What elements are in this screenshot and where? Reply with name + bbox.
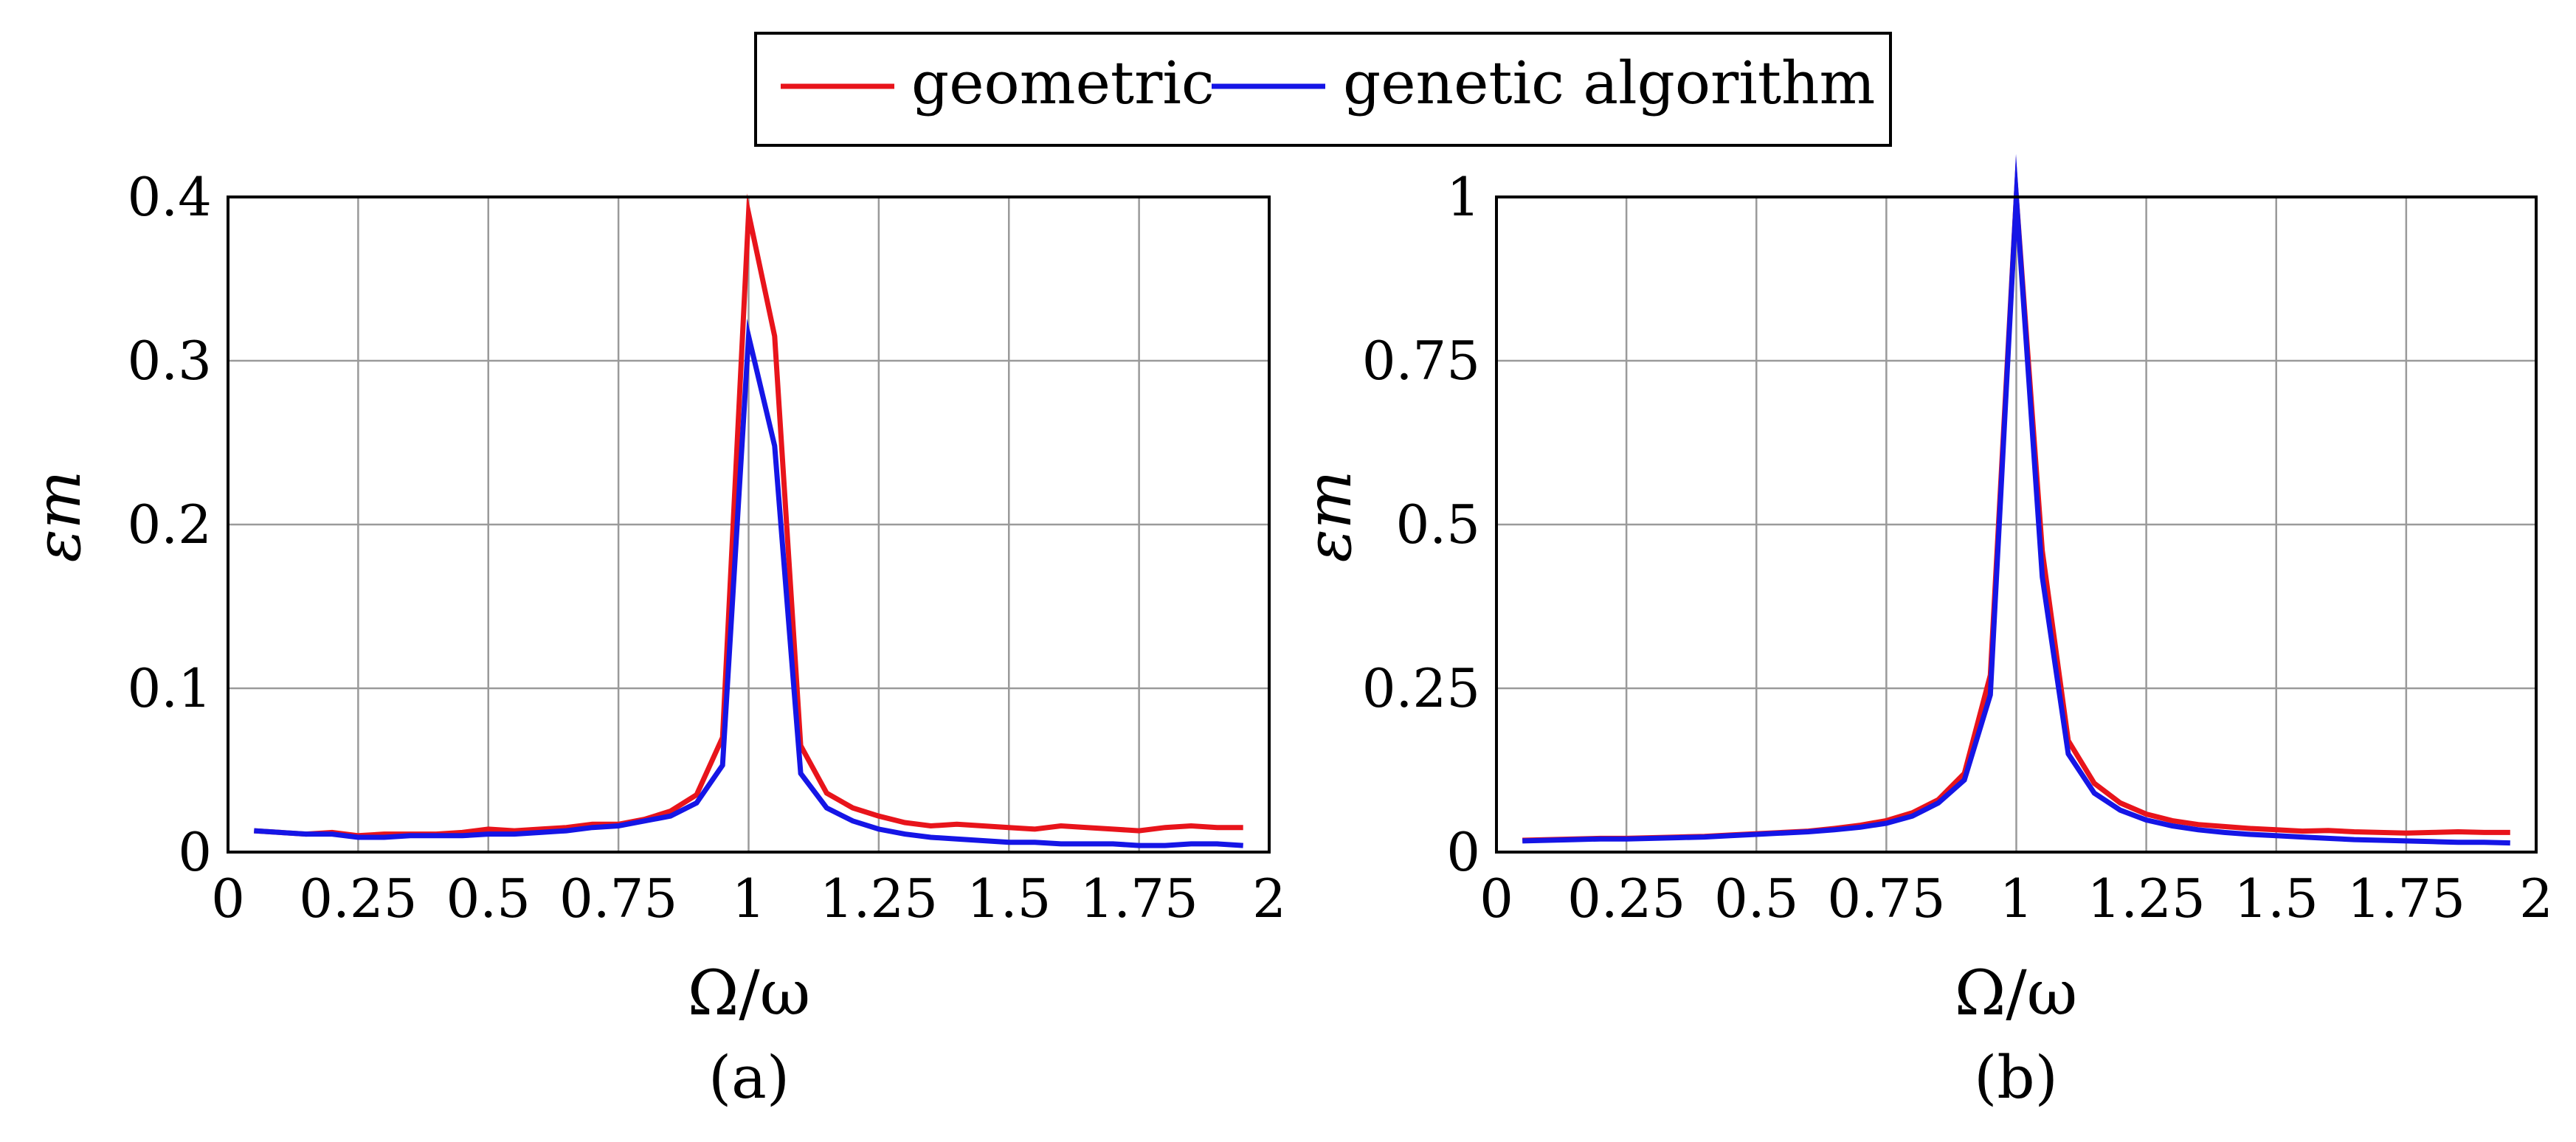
chart-panel-b: 0 0.25 0.5 0.75 1 1.25 1.5 1.75 2 00.250.50.751 …: [1293, 153, 2553, 1112]
x-tick-label: 1.75: [2347, 868, 2465, 930]
y-axis-label-a: εm: [22, 471, 94, 563]
y-tick-label: 1: [1446, 166, 1480, 228]
y-axis-label-b: εm: [1293, 471, 1365, 563]
x-tick-label: 0.25: [1567, 868, 1685, 930]
legend: geometric genetic algorithm: [754, 32, 1892, 147]
y-tick-label: 0: [1446, 821, 1480, 883]
y-tick-label: 0.1: [127, 657, 212, 719]
x-tick-label: 0: [211, 868, 245, 930]
y-ticks-a: 0 0.1 0.2 0.3 0.4: [127, 166, 212, 883]
series-line-genetic-algorithm-a: [254, 318, 1243, 848]
plot-frame-a: [227, 195, 1271, 854]
x-axis-label-b: Ω/ω: [1955, 957, 2077, 1029]
y-tick-label: 0.25: [1362, 657, 1480, 719]
x-ticks-b: 0 0.25 0.5 0.75 1 1.25 1.5 1.75 2: [1479, 868, 2553, 930]
caption-b: (b): [1974, 1043, 2058, 1112]
caption-a: (a): [708, 1043, 790, 1112]
x-tick-label: 1: [2000, 868, 2034, 930]
legend-box: [754, 32, 1892, 147]
x-tick-label: 1.25: [820, 868, 938, 930]
y-tick-label: 0: [178, 821, 212, 883]
x-tick-label: 1.5: [2234, 868, 2318, 930]
y-tick-label: 0.75: [1362, 330, 1480, 392]
chart-panel-a: 0 0.25 0.5 0.75 1 1.25 1.5 1.75 2 00.10.20.30.4 …: [22, 166, 1286, 1112]
x-tick-label: 0.25: [299, 868, 417, 930]
y-tick-label: 0.3: [127, 330, 212, 392]
x-tick-label: 0.75: [1827, 868, 1945, 930]
x-tick-label: 0: [1479, 868, 1513, 930]
x-tick-label: 2: [1252, 868, 1286, 930]
legend-label-genetic-algorithm: genetic algorithm: [1343, 49, 1875, 117]
y-tick-label: 0.2: [127, 494, 212, 556]
x-tick-label: 0.5: [446, 868, 531, 930]
legend-label-geometric: geometric: [911, 49, 1215, 117]
x-tick-label: 1.75: [1080, 868, 1198, 930]
x-tick-label: 0.5: [1714, 868, 1799, 930]
x-ticks-a: 0 0.25 0.5 0.75 1 1.25 1.5 1.75 2: [211, 868, 1286, 930]
x-axis-label-a: Ω/ω: [688, 957, 810, 1029]
x-tick-label: 0.75: [559, 868, 677, 930]
y-ticks-b: 0 0.25 0.5 0.75 1: [1362, 166, 1480, 883]
series-group-a: [254, 193, 1243, 848]
plot-frame-b: [1495, 195, 2538, 854]
x-tick-label: 1.25: [2087, 868, 2205, 930]
x-tick-label: 1: [732, 868, 766, 930]
y-tick-label: 0.5: [1395, 494, 1480, 556]
x-tick-label: 1.5: [967, 868, 1052, 930]
y-tick-label: 0.4: [127, 166, 212, 228]
x-tick-label: 2: [2519, 868, 2553, 930]
